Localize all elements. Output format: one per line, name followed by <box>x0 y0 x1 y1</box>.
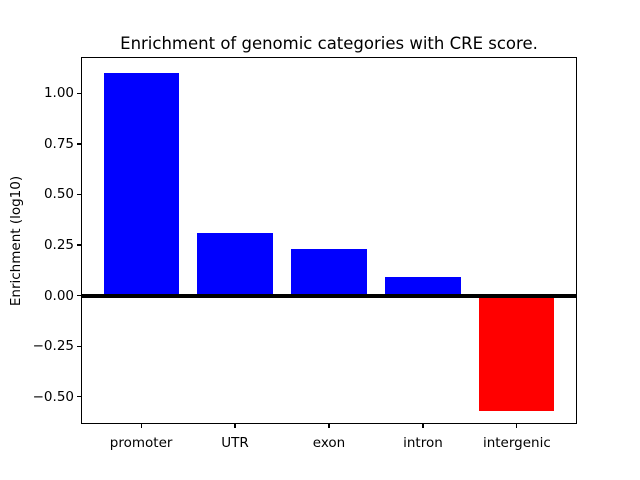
y-tick-mark <box>77 295 81 297</box>
y-tick-label: −0.25 <box>32 338 74 355</box>
bar-intron <box>385 277 461 296</box>
y-tick-mark <box>77 193 81 196</box>
chart-title: Enrichment of genomic categories with CR… <box>120 34 538 53</box>
x-tick-mark <box>234 424 236 428</box>
y-tick-label: 0.50 <box>43 186 74 203</box>
y-tick-mark <box>77 396 81 398</box>
y-tick-label: 0.00 <box>43 287 74 304</box>
x-tick-label-UTR: UTR <box>221 435 249 451</box>
x-tick-label-exon: exon <box>312 435 346 451</box>
x-tick-mark <box>516 424 518 428</box>
y-tick-mark <box>77 244 81 246</box>
y-tick-label: −0.50 <box>32 388 74 405</box>
x-tick-label-intron: intron <box>403 435 443 451</box>
x-tick-mark <box>422 424 424 428</box>
bar-promoter <box>103 73 179 296</box>
y-tick-mark <box>77 92 81 94</box>
x-tick-label-promoter: promoter <box>109 435 173 451</box>
y-tick-mark <box>77 345 81 347</box>
y-tick-label: 1.00 <box>43 85 74 102</box>
x-tick-mark <box>328 424 330 428</box>
y-tick-label: 0.75 <box>43 135 74 152</box>
zero-line <box>81 293 577 298</box>
bar-UTR <box>197 232 273 296</box>
bar-intergenic <box>479 295 555 411</box>
bar-exon <box>291 249 367 296</box>
x-tick-mark <box>140 424 142 428</box>
y-tick-mark <box>77 143 81 145</box>
y-tick-label: 0.25 <box>43 237 74 254</box>
x-tick-label-intergenic: intergenic <box>482 435 551 451</box>
